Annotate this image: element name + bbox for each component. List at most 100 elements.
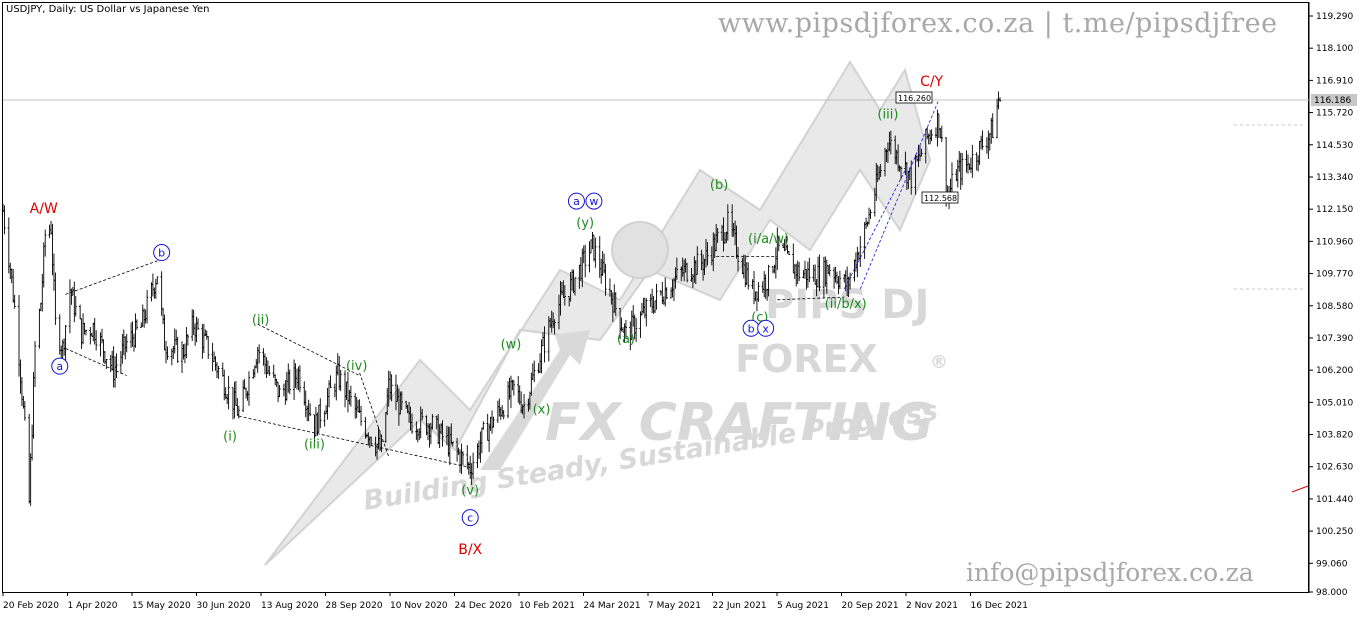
- x-tick-label: 16 Dec 2021: [971, 601, 1029, 611]
- candle: [173, 328, 176, 354]
- watermark-line2: FOREX: [735, 337, 878, 381]
- wave-label: A/W: [30, 201, 58, 217]
- candle: [295, 368, 299, 390]
- candle: [84, 329, 88, 336]
- candle: [787, 250, 791, 256]
- candle: [492, 416, 495, 428]
- low-price-label: 112.568: [924, 194, 957, 203]
- candle: [614, 292, 617, 316]
- candle: [959, 152, 962, 190]
- candle: [236, 398, 239, 416]
- candle: [774, 247, 778, 279]
- candle: [257, 344, 261, 364]
- candle: [479, 431, 482, 463]
- candle: [64, 325, 67, 361]
- candle: [499, 406, 502, 420]
- candle: [78, 304, 82, 320]
- candle: [308, 403, 312, 416]
- x-tick-label: 1 Apr 2020: [68, 601, 118, 611]
- candle: [99, 332, 102, 357]
- candle: [41, 273, 44, 312]
- candle: [486, 413, 489, 441]
- candle: [265, 357, 268, 379]
- plot-frame: [2, 2, 1309, 593]
- y-tick-label: 119.290: [1316, 12, 1353, 22]
- trend-blue-lower: [843, 169, 906, 290]
- y-tick-label: 107.390: [1316, 334, 1353, 344]
- candle: [934, 127, 938, 139]
- candle: [930, 129, 933, 142]
- candle: [113, 356, 117, 388]
- candle: [867, 207, 871, 225]
- candle: [991, 113, 994, 139]
- wave-label: (iv): [346, 359, 367, 374]
- candle: [19, 359, 22, 394]
- candle: [354, 393, 357, 419]
- current-price-label: 116.186: [1314, 96, 1351, 106]
- candle: [275, 378, 278, 387]
- symbol-title: USDJPY, Daily: US Dollar vs Japanese Yen: [6, 4, 210, 15]
- candle: [969, 157, 973, 173]
- candle: [995, 98, 999, 139]
- candle: [498, 398, 501, 417]
- candle: [998, 97, 1002, 102]
- channel-iv-lower: [238, 415, 471, 468]
- candle: [650, 288, 654, 314]
- candle: [284, 380, 287, 405]
- y-tick-label: 109.770: [1316, 270, 1353, 280]
- y-tick-label: 118.100: [1316, 44, 1353, 54]
- candle: [268, 365, 271, 376]
- candle: [303, 381, 306, 406]
- candle: [671, 279, 674, 298]
- candle: [899, 166, 903, 180]
- candle: [533, 360, 536, 383]
- candle: [600, 258, 603, 284]
- candle: [247, 371, 251, 406]
- candle: [27, 413, 31, 504]
- candle: [246, 391, 249, 401]
- candle: [93, 318, 96, 345]
- candle: [217, 365, 220, 379]
- candle: [122, 329, 126, 356]
- candle: [985, 137, 989, 154]
- candle: [956, 159, 959, 188]
- candle: [68, 279, 72, 334]
- candle: [955, 169, 958, 181]
- candle: [335, 365, 338, 401]
- wave-label: a: [573, 195, 580, 208]
- wave-circle: [153, 244, 171, 262]
- candle: [761, 281, 764, 293]
- wave-label: (iii): [877, 108, 898, 123]
- candle: [509, 375, 513, 409]
- candle: [201, 324, 204, 359]
- candle: [211, 342, 214, 372]
- candle: [669, 287, 673, 299]
- candle: [32, 371, 35, 439]
- candle: [9, 262, 12, 280]
- candle: [105, 359, 108, 370]
- candle: [192, 309, 195, 336]
- candle: [221, 362, 224, 377]
- candle: [476, 443, 479, 469]
- candle: [234, 380, 238, 406]
- candle: [573, 277, 577, 296]
- candle: [594, 237, 597, 268]
- y-tick-label: 108.580: [1316, 302, 1353, 312]
- candle: [792, 243, 795, 274]
- x-tick-label: 24 Dec 2020: [455, 601, 513, 611]
- wave-label: (iii): [304, 438, 325, 453]
- candle: [304, 390, 307, 418]
- candle: [988, 133, 992, 151]
- candle: [420, 408, 424, 421]
- candle: [202, 323, 206, 353]
- candle: [517, 376, 520, 403]
- x-tick-label: 20 Sep 2021: [842, 601, 899, 611]
- candle: [601, 250, 604, 276]
- y-tick-label: 112.150: [1316, 205, 1353, 215]
- x-tick-label: 28 Sep 2020: [326, 601, 383, 611]
- price-axis: 119.290 118.100 116.910 115.720 114.530 113.3…: [1309, 12, 1353, 598]
- candle: [827, 265, 830, 274]
- high-price-box: 116.260: [895, 91, 933, 104]
- candle: [604, 263, 607, 296]
- candle: [193, 323, 197, 346]
